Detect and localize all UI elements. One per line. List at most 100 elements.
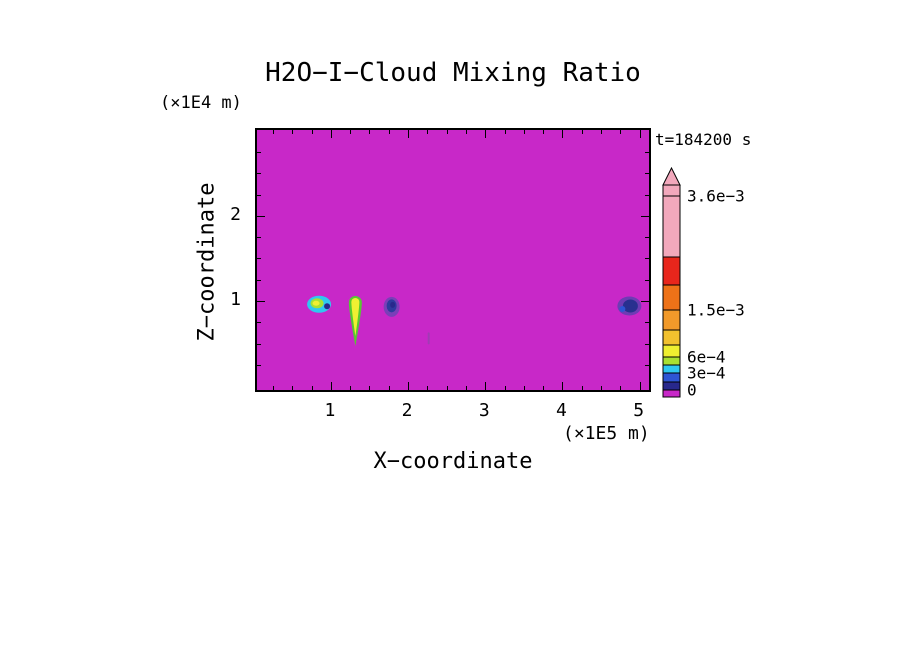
colorbar-segment xyxy=(662,329,681,346)
cloud-feature-layer xyxy=(324,303,331,310)
colorbar-segment xyxy=(662,356,681,366)
x-axis-minor-tick xyxy=(465,130,467,134)
x-axis-tick xyxy=(562,130,564,138)
z-axis-minor-tick xyxy=(645,194,649,196)
x-axis-tick xyxy=(408,130,410,138)
x-axis-minor-tick xyxy=(523,130,525,134)
z-axis-minor-tick xyxy=(257,322,261,324)
x-axis-tick xyxy=(485,130,487,138)
x-tick-label: 3 xyxy=(478,400,490,421)
cloud-feature-layer xyxy=(351,297,360,336)
z-axis-minor-tick xyxy=(257,237,261,239)
x-axis-minor-tick xyxy=(601,386,603,390)
x-axis-minor-tick xyxy=(272,130,274,134)
colorbar-tick-label: 0 xyxy=(687,381,697,400)
x-axis-minor-tick xyxy=(543,130,545,134)
x-axis-minor-tick xyxy=(292,386,294,390)
cloud-plume-2 xyxy=(348,295,362,346)
cloud-feature-layer xyxy=(312,300,320,306)
z-axis-minor-tick xyxy=(645,279,649,281)
x-tick-label: 1 xyxy=(324,400,336,421)
x-axis-minor-tick xyxy=(446,130,448,134)
x-axis-minor-tick xyxy=(581,386,583,390)
x-axis-minor-tick xyxy=(311,386,313,390)
x-axis-minor-tick xyxy=(350,386,352,390)
cloud-feature-layer xyxy=(427,332,430,345)
colorbar-tick-label: 6e−4 xyxy=(687,348,726,367)
colorbar-segment xyxy=(662,184,681,197)
z-axis-minor-tick xyxy=(257,194,261,196)
colorbar: 3.6e−3 1.5e−3 6e−43e−40 xyxy=(662,166,745,400)
x-axis-label: X−coordinate xyxy=(373,449,533,474)
x-axis-minor-tick xyxy=(350,130,352,134)
z-axis-minor-tick xyxy=(645,364,649,366)
x-axis-minor-tick xyxy=(427,386,429,390)
x-axis-minor-tick xyxy=(427,130,429,134)
x-axis-minor-tick xyxy=(388,386,390,390)
colorbar-segment xyxy=(662,381,681,391)
colorbar-segment xyxy=(662,372,681,383)
x-axis-unit-label: (×1E5 m) xyxy=(563,423,650,444)
x-axis-tick xyxy=(639,130,641,138)
x-axis-minor-tick xyxy=(292,130,294,134)
x-axis-minor-tick xyxy=(523,386,525,390)
z-axis-tick xyxy=(257,301,265,303)
x-axis-minor-tick xyxy=(543,386,545,390)
colorbar-tick-label: 3.6e−3 xyxy=(687,187,745,206)
x-axis-tick xyxy=(562,382,564,390)
z-axis-tick xyxy=(257,215,265,217)
x-axis-minor-tick xyxy=(272,386,274,390)
colorbar-segment xyxy=(662,364,681,374)
x-axis-minor-tick xyxy=(504,386,506,390)
cloud-features-layer xyxy=(307,295,642,346)
x-axis-minor-tick xyxy=(311,130,313,134)
z-axis-minor-tick xyxy=(645,258,649,260)
z-axis-tick xyxy=(641,301,649,303)
y-tick-label: 2 xyxy=(230,203,241,225)
colorbar-segment xyxy=(662,389,681,398)
colorbar-segment xyxy=(662,284,681,311)
z-axis-minor-tick xyxy=(257,364,261,366)
x-axis-tick xyxy=(408,382,410,390)
time-annotation: t=184200 s xyxy=(655,130,752,149)
z-axis-minor-tick xyxy=(645,173,649,175)
y-axis-unit-label: (×1E4 m) xyxy=(160,93,242,113)
cloud-streak-4 xyxy=(427,332,430,345)
colorbar-arrow xyxy=(662,166,681,186)
x-axis-minor-tick xyxy=(369,386,371,390)
plot-area xyxy=(255,128,651,392)
x-axis-minor-tick xyxy=(388,130,390,134)
z-axis-minor-tick xyxy=(645,151,649,153)
colorbar-segment xyxy=(662,195,681,258)
z-axis-minor-tick xyxy=(645,322,649,324)
z-axis-minor-tick xyxy=(257,258,261,260)
x-axis-minor-tick xyxy=(504,130,506,134)
cloud-feature-layer xyxy=(622,299,638,313)
colorbar-segment xyxy=(662,256,681,286)
z-axis-minor-tick xyxy=(645,237,649,239)
x-axis-tick xyxy=(485,382,487,390)
cloud-blob-1 xyxy=(307,295,332,313)
x-axis-minor-tick xyxy=(581,130,583,134)
z-axis-minor-tick xyxy=(257,173,261,175)
chart-title: H2O−I−Cloud Mixing Ratio xyxy=(265,58,641,88)
y-tick-label: 1 xyxy=(230,289,241,311)
z-axis-minor-tick xyxy=(257,151,261,153)
x-axis-minor-tick xyxy=(465,386,467,390)
colorbar-tick-label: 1.5e−3 xyxy=(687,301,745,320)
x-tick-label: 4 xyxy=(556,400,567,421)
x-axis-tick xyxy=(330,382,332,390)
z-axis-minor-tick xyxy=(257,343,261,345)
x-axis-tick xyxy=(639,382,641,390)
z-axis-minor-tick xyxy=(645,343,649,345)
colorbar-segment xyxy=(662,344,681,358)
x-axis-minor-tick xyxy=(446,386,448,390)
x-axis-tick xyxy=(330,130,332,138)
x-axis-minor-tick xyxy=(601,130,603,134)
x-tick-label: 2 xyxy=(401,400,413,421)
colorbar-tick-label: 3e−4 xyxy=(687,364,726,383)
x-tick-label: 5 xyxy=(633,400,645,421)
colorbar-segment xyxy=(662,309,681,331)
z-axis-tick xyxy=(641,215,649,217)
